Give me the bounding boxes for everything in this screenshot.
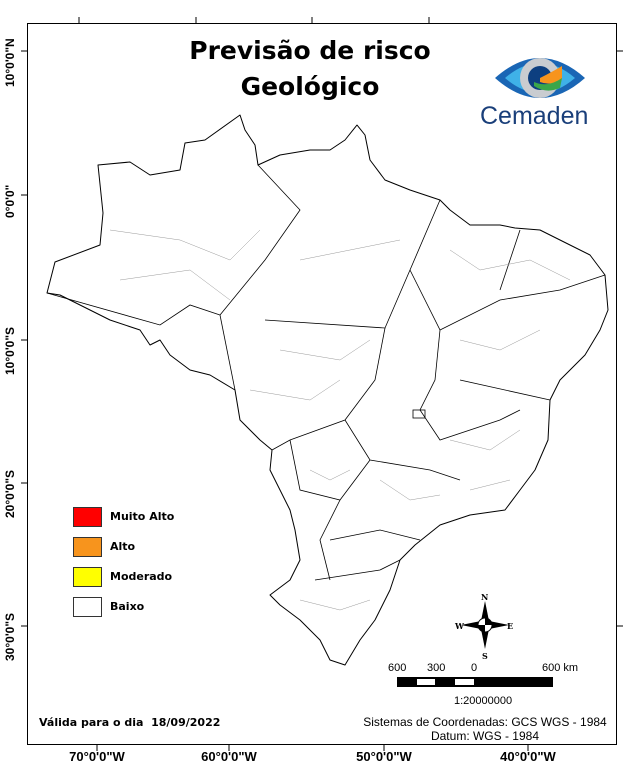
region-borders <box>109 229 571 611</box>
valid-date-line: Válida para o dia 18/09/2022 <box>39 716 220 729</box>
valid-label: Válida para o dia <box>39 716 144 729</box>
north-arrow-icon <box>461 601 509 649</box>
compass-s: S <box>482 651 488 661</box>
title-line-1: Previsão de risco <box>189 36 431 65</box>
legend-swatch-moderado <box>73 567 102 587</box>
lon-label-60w: 60°0'0"W <box>201 749 257 764</box>
coord-system: Sistemas de Coordenadas: GCS WGS - 1984 <box>363 715 607 729</box>
legend-label-baixo: Baixo <box>110 600 145 613</box>
scale-label-600-right: 600 km <box>542 662 579 674</box>
scale-label-300: 300 <box>427 662 446 674</box>
compass-n: N <box>481 592 489 602</box>
lon-label-50w: 50°0'0"W <box>356 749 412 764</box>
state-borders <box>46 164 606 581</box>
legend-label-alto: Alto <box>110 540 136 553</box>
lon-label-70w: 70°0'0"W <box>69 749 125 764</box>
datum: Datum: WGS - 1984 <box>430 729 540 743</box>
legend-swatch-muito-alto <box>73 507 102 527</box>
brazil-outline <box>46 114 609 666</box>
legend-swatch-baixo <box>73 597 102 617</box>
legend-swatch-alto <box>73 537 102 557</box>
scale-label-600-left: 600 <box>388 662 407 674</box>
cemaden-logo-icon <box>495 58 585 98</box>
legend-label-muito-alto: Muito Alto <box>110 510 175 523</box>
legend-label-moderado: Moderado <box>110 570 173 583</box>
scale-ratio: 1:20000000 <box>454 695 513 707</box>
title-line-2: Geológico <box>240 72 380 101</box>
compass-e: E <box>507 621 514 631</box>
logo-text: Cemaden <box>480 102 589 130</box>
lon-label-40w: 40°0'0"W <box>500 749 556 764</box>
compass-w: W <box>455 621 464 631</box>
map-frame <box>27 23 617 745</box>
valid-date: 18/09/2022 <box>151 716 221 729</box>
scale-label-0: 0 <box>471 662 478 674</box>
scale-bar <box>397 677 553 687</box>
